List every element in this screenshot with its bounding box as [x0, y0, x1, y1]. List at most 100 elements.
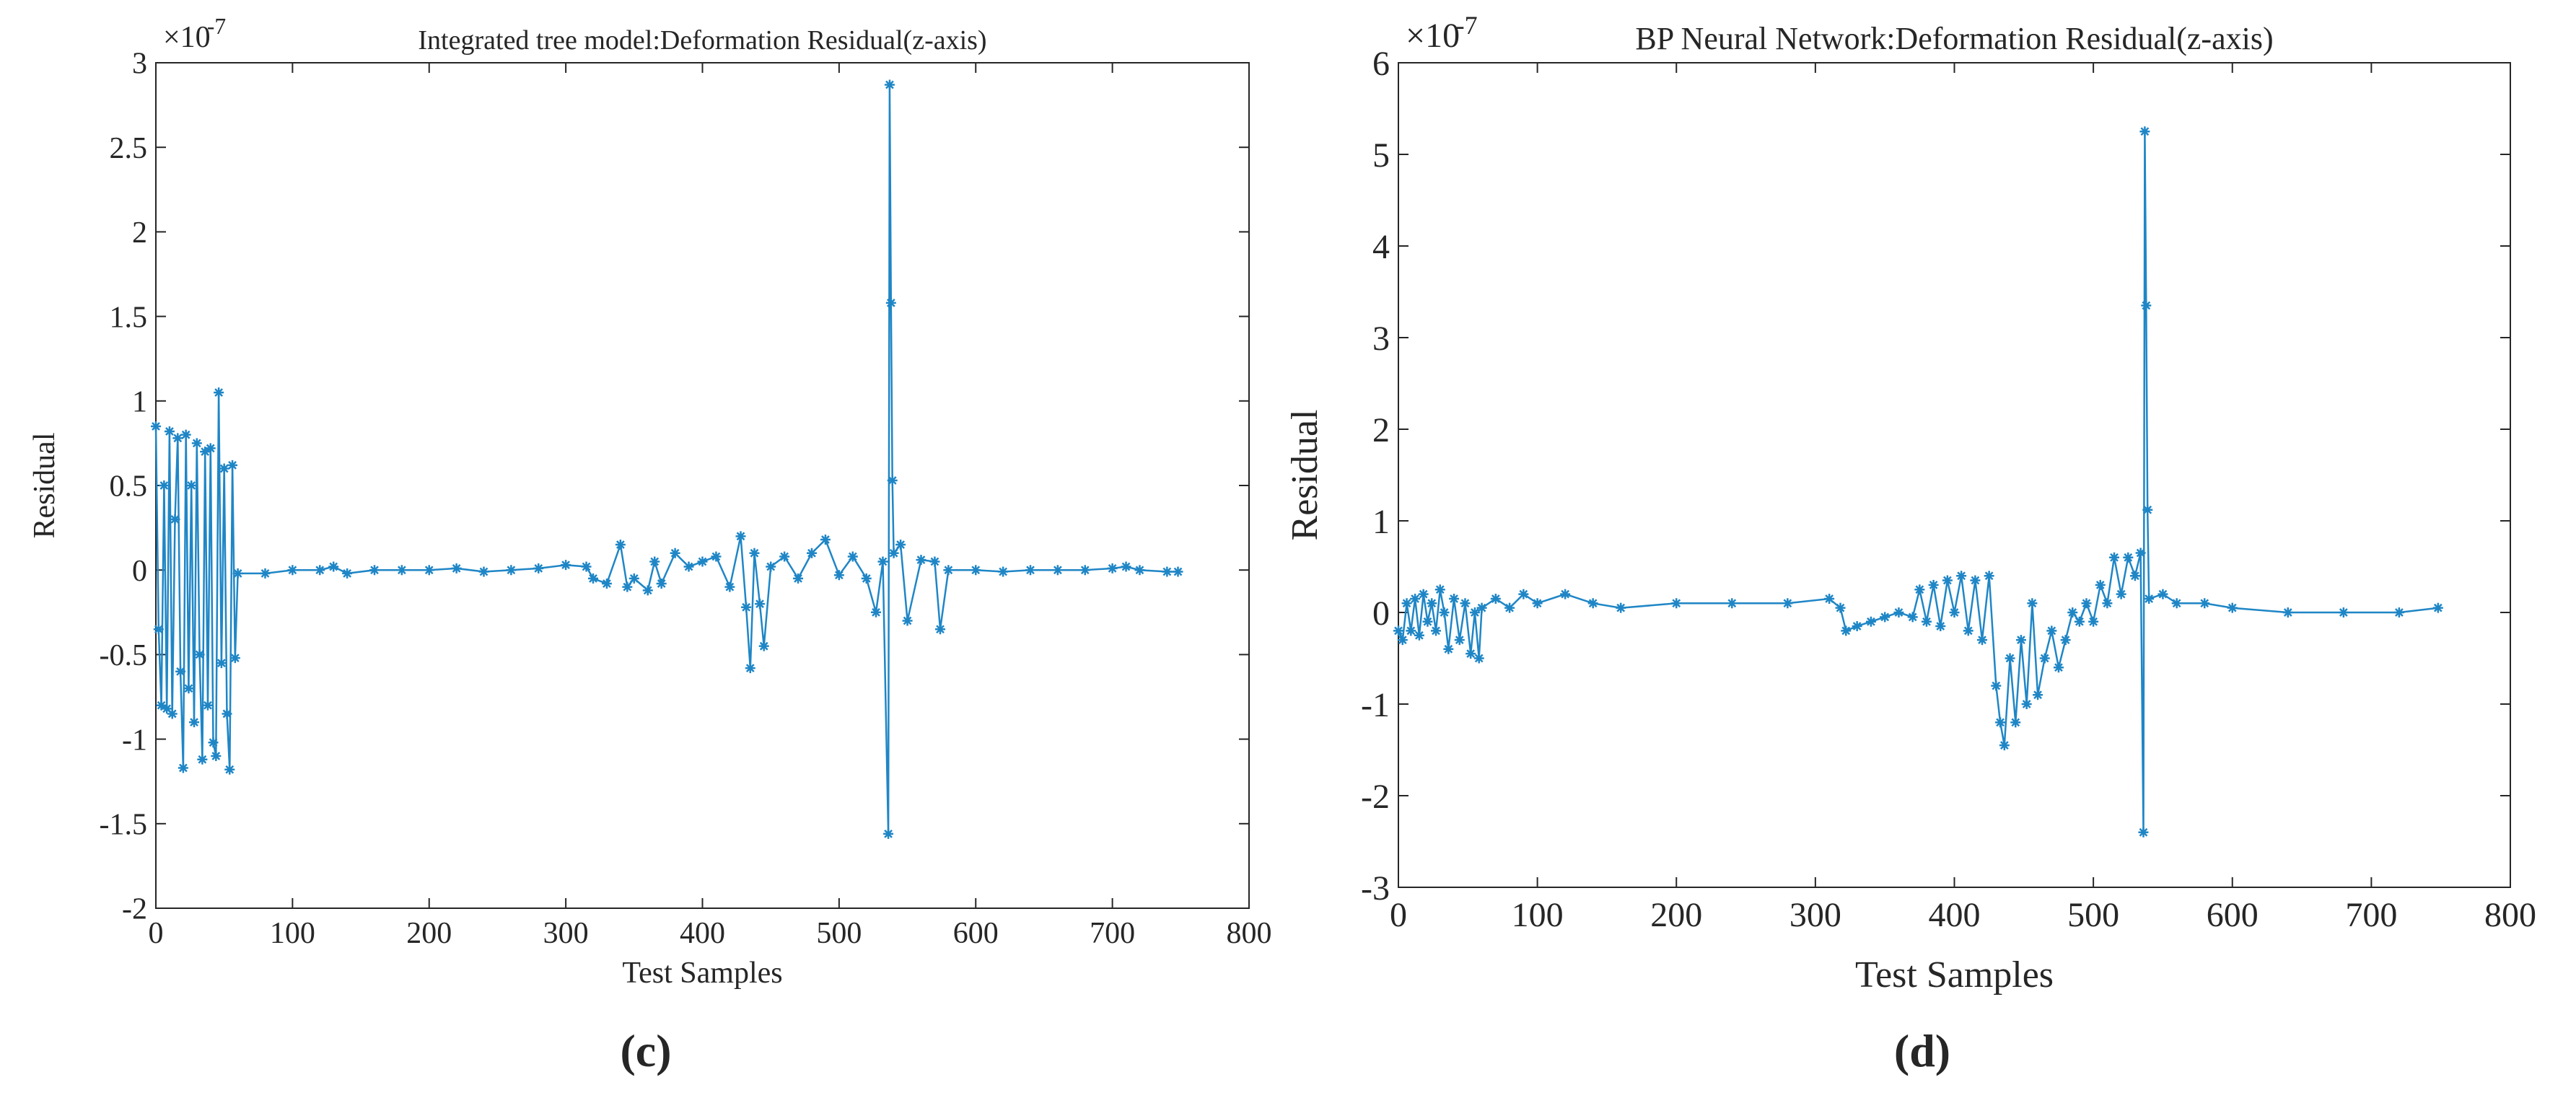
- data-marker: [1449, 593, 1460, 604]
- y-tick-label: 6: [1372, 45, 1390, 83]
- data-marker: [232, 568, 243, 579]
- data-marker: [1841, 625, 1852, 636]
- data-marker: [883, 828, 894, 839]
- data-marker: [216, 658, 227, 669]
- y-tick-label: 1: [1372, 503, 1390, 541]
- data-marker: [735, 531, 746, 542]
- data-marker: [178, 763, 188, 773]
- y-tick-label: 2.5: [110, 132, 148, 165]
- x-tick-label: 100: [270, 917, 315, 950]
- data-marker: [2157, 589, 2168, 599]
- data-marker: [588, 573, 598, 584]
- data-marker: [1460, 598, 1471, 609]
- data-marker: [153, 624, 164, 635]
- data-marker: [884, 79, 895, 90]
- data-marker: [194, 649, 205, 660]
- data-marker: [793, 573, 804, 584]
- data-marker: [1999, 740, 2010, 751]
- data-marker: [1439, 607, 1450, 618]
- x-tick-label: 0: [149, 917, 164, 950]
- data-marker: [1949, 607, 1960, 618]
- data-marker: [1782, 598, 1793, 609]
- data-marker: [211, 751, 222, 762]
- data-marker: [2074, 616, 2085, 627]
- x-tick-label: 100: [1512, 896, 1564, 934]
- data-marker: [615, 540, 626, 550]
- y-tick-label: 0: [132, 555, 147, 588]
- data-marker: [1852, 621, 1862, 632]
- data-marker: [766, 561, 776, 572]
- x-tick-label: 500: [2067, 896, 2119, 934]
- data-marker: [779, 551, 790, 562]
- data-marker: [741, 602, 752, 612]
- data-marker: [162, 703, 172, 714]
- y-tick-label: -3: [1361, 869, 1390, 908]
- data-marker: [224, 764, 235, 775]
- y-tick-label: 4: [1372, 228, 1390, 266]
- data-marker: [622, 581, 633, 592]
- data-marker: [164, 426, 175, 436]
- data-marker: [167, 708, 178, 719]
- data-marker: [1414, 630, 1424, 641]
- data-marker: [887, 475, 898, 485]
- data-marker: [971, 565, 981, 576]
- data-marker: [1991, 680, 2002, 691]
- data-marker: [1454, 635, 1465, 646]
- data-marker: [861, 573, 872, 584]
- y-tick-label: 0.5: [110, 470, 148, 504]
- y-tick-label: 3: [1372, 320, 1390, 358]
- data-marker: [642, 585, 653, 596]
- data-marker: [200, 447, 211, 457]
- data-marker: [601, 578, 612, 589]
- data-marker: [506, 565, 517, 576]
- data-marker: [697, 556, 708, 567]
- y-tick-label: 5: [1372, 136, 1390, 175]
- data-marker: [533, 563, 544, 574]
- data-marker: [451, 563, 462, 574]
- data-marker: [2005, 653, 2015, 664]
- data-marker: [1107, 563, 1118, 574]
- data-marker: [2123, 552, 2134, 563]
- data-marker: [1025, 565, 1035, 576]
- data-marker: [1587, 598, 1598, 609]
- data-marker: [2053, 662, 2064, 673]
- data-marker: [1473, 653, 1484, 664]
- chart-title: BP Neural Network:Deformation Residual(z…: [1635, 21, 2273, 56]
- data-marker: [1410, 593, 1421, 604]
- data-marker: [755, 599, 766, 610]
- data-marker: [2432, 602, 2443, 613]
- data-marker: [214, 387, 224, 398]
- data-marker: [208, 737, 219, 748]
- data-marker: [656, 578, 667, 589]
- y-exponent-base: ×10: [1406, 17, 1460, 55]
- data-marker: [871, 607, 882, 618]
- data-marker: [670, 548, 680, 558]
- y-tick-label: -2: [1361, 778, 1390, 816]
- x-axis-label: Test Samples: [622, 957, 782, 990]
- data-marker: [2393, 607, 2404, 618]
- data-marker: [2027, 598, 2038, 609]
- data-marker: [2039, 653, 2050, 664]
- data-marker: [287, 565, 298, 576]
- panel-label: (d): [1894, 1025, 1950, 1076]
- data-marker: [1914, 584, 1925, 595]
- y-exponent-base: ×10: [163, 21, 211, 54]
- data-marker: [1443, 643, 1454, 654]
- data-marker: [1393, 625, 1403, 636]
- data-marker: [2199, 598, 2210, 609]
- data-marker: [2095, 579, 2106, 590]
- data-marker: [396, 565, 407, 576]
- data-marker: [1052, 565, 1063, 576]
- data-marker: [1476, 602, 1487, 613]
- y-tick-label: 2: [1372, 411, 1390, 449]
- data-marker: [1970, 575, 1981, 586]
- data-marker: [2010, 717, 2021, 728]
- data-marker: [649, 556, 660, 567]
- data-marker: [1532, 598, 1543, 609]
- y-tick-label: -1: [122, 724, 147, 757]
- data-marker: [328, 561, 339, 572]
- data-marker: [197, 754, 208, 765]
- data-marker: [888, 548, 899, 558]
- data-marker: [1560, 589, 1571, 599]
